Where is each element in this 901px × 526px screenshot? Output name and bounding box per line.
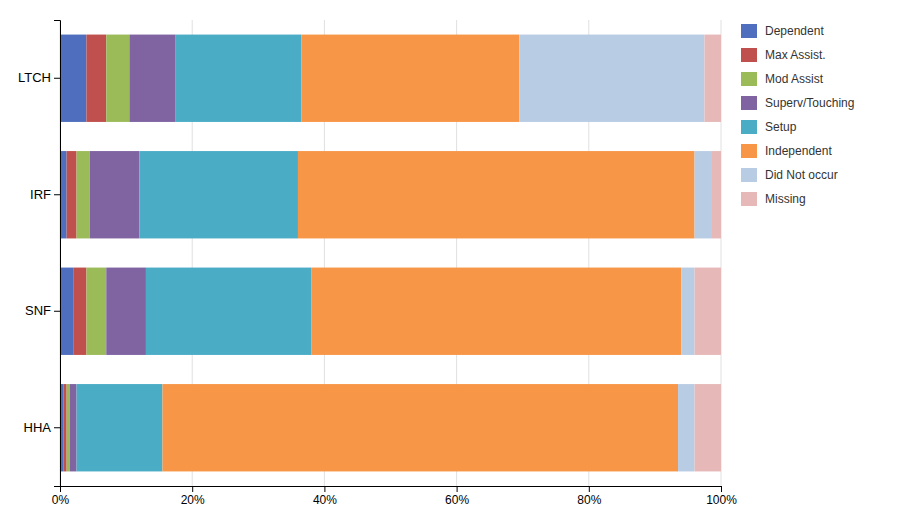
bar-segment [139,151,298,238]
legend-swatch [741,24,757,38]
bar-segment [67,151,77,238]
series [695,35,721,472]
bar-segment [129,35,175,122]
tick-label: 80% [577,493,601,507]
bar-segment [176,35,302,122]
legend-item: Did Not occur [741,168,838,182]
bar-segment [106,35,129,122]
tick-label: 100% [706,493,737,507]
bar-segment [678,384,695,471]
bar-segment [73,268,86,355]
tick-mark [721,486,722,492]
legend-label: Independent [765,144,832,158]
tick-mark [457,486,458,492]
bar-segment [695,151,712,238]
legend-swatch [741,72,757,86]
grid [60,20,721,486]
legend-label: Superv/Touching [765,96,854,110]
tick: 0% [52,486,70,507]
tick-mark [324,486,325,492]
tick: IRF [30,187,60,202]
legend-label: Missing [765,192,806,206]
legend-swatch [741,144,757,158]
tick-label: 40% [313,493,337,507]
bar-segment [695,384,721,471]
tick-label: 20% [181,493,205,507]
tick-mark [589,486,590,492]
bar-segment [60,268,73,355]
bar-segment [106,268,146,355]
tick-label: 0% [52,493,70,507]
bar-segment [311,268,681,355]
legend-swatch [741,48,757,62]
tick-mark [54,311,60,312]
legend-label: Max Assist. [765,48,826,62]
tick-label: 60% [445,493,469,507]
series [519,35,711,472]
legend-label: Dependent [765,24,824,38]
legend-item: Missing [741,192,806,206]
y-axis: LTCH IRF SNF HHA [18,21,60,487]
bar-segment [681,268,694,355]
legend-label: Did Not occur [765,168,838,182]
bars [60,35,721,472]
bar-segment [67,384,70,471]
plot: 0% 20% 40% 60% 80% 100% LTCH IRF SNF HHA [18,20,737,507]
bar-segment [711,151,721,238]
tick-mark [54,427,60,428]
legend-item: Setup [741,120,797,134]
tick: 80% [577,486,601,507]
tick: HHA [24,420,60,435]
axis-domain [61,487,722,493]
legend-swatch [741,120,757,134]
legend-item: Independent [741,144,832,158]
bar-segment [695,268,721,355]
tick-mark [54,78,60,79]
bar-segment [60,35,86,122]
bar-segment [63,384,66,471]
legend-swatch [741,168,757,182]
legend-swatch [741,192,757,206]
legend: Dependent Max Assist. Mod Assist Superv/Tou… [741,24,854,206]
bar-segment [146,268,311,355]
tick: 60% [445,486,469,507]
tick: SNF [25,303,60,318]
x-axis: 0% 20% 40% 60% 80% 100% [52,486,737,507]
tick: 100% [706,486,737,507]
bar-segment [704,35,721,122]
bar-segment [90,151,140,238]
bar-segment [162,384,678,471]
bar-segment [86,35,106,122]
bar-segment [86,268,106,355]
tick: 40% [313,486,337,507]
bar-segment [77,151,90,238]
tick-label: LTCH [18,70,51,85]
tick: 20% [181,486,205,507]
legend-item: Dependent [741,24,824,38]
tick-mark [54,194,60,195]
chart: 0% 20% 40% 60% 80% 100% LTCH IRF SNF HHA Dependent… [0,0,901,526]
legend-item: Mod Assist [741,72,824,86]
legend-item: Superv/Touching [741,96,854,110]
legend-label: Mod Assist [765,72,824,86]
bar-segment [77,384,163,471]
tick-mark [192,486,193,492]
bar-segment [70,384,77,471]
legend-label: Setup [765,120,797,134]
legend-swatch [741,96,757,110]
tick: LTCH [18,70,60,85]
bar-segment [301,35,519,122]
tick-label: IRF [30,187,51,202]
tick-label: HHA [24,420,52,435]
axis-domain [54,21,61,487]
legend-item: Max Assist. [741,48,826,62]
bar-segment [519,35,704,122]
bar-segment [298,151,695,238]
tick-label: SNF [25,303,51,318]
series [70,35,176,472]
